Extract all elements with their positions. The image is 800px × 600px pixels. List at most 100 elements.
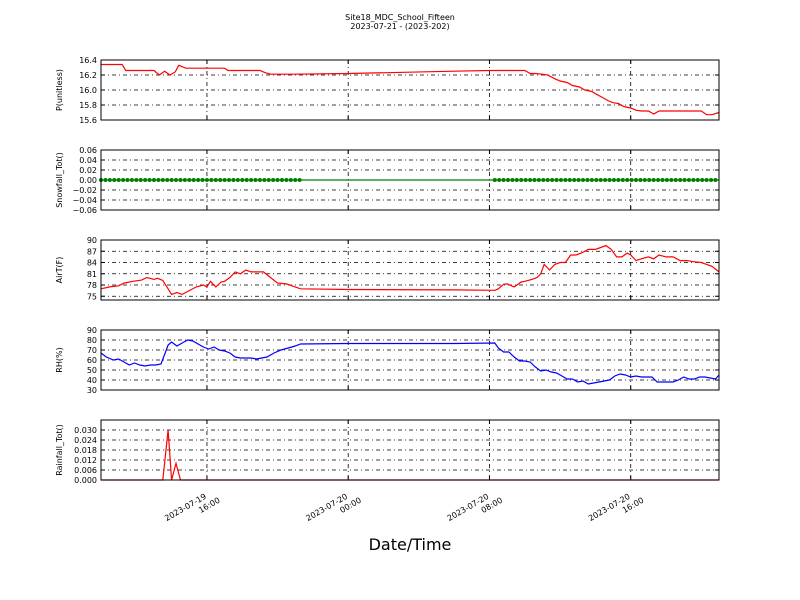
series-point: [514, 178, 519, 182]
series-point: [297, 178, 302, 182]
series-point: [625, 178, 630, 182]
series-point: [611, 178, 616, 182]
series-point: [567, 178, 572, 182]
y-tick-label: 0.000: [74, 476, 97, 485]
series-point: [240, 178, 245, 182]
series-point: [558, 178, 563, 182]
series-point: [519, 178, 524, 182]
series-point: [151, 178, 156, 182]
series-point: [182, 178, 187, 182]
series-point: [638, 178, 643, 182]
y-tick-label: 80: [87, 336, 97, 345]
x-tick-label: 2023-07-2000:00: [304, 487, 362, 532]
chart-title: Site18_MDC_School_Fifteen: [345, 13, 455, 22]
y-tick-label: −0.04: [72, 196, 97, 205]
y-tick-label: 75: [87, 292, 97, 301]
series-point: [121, 178, 126, 182]
series-point: [682, 178, 687, 182]
chart-subtitle: 2023-07-21 - (2023-202): [350, 22, 449, 31]
series-point: [213, 178, 218, 182]
series-point: [244, 178, 249, 182]
series-point: [704, 178, 709, 182]
y-tick-label: 15.6: [79, 116, 97, 125]
series-point: [134, 178, 139, 182]
axes-frame: [100, 149, 720, 211]
series-line: [100, 339, 720, 385]
series-point: [709, 178, 714, 182]
y-tick-label: 16.0: [79, 86, 97, 95]
series-point: [642, 178, 647, 182]
series-point: [271, 178, 276, 182]
y-tick-label: 90: [87, 236, 97, 245]
series-point: [501, 178, 506, 182]
y-tick-label: 84: [87, 259, 97, 268]
series-line: [100, 244, 720, 296]
series-point: [607, 178, 612, 182]
y-tick-label: 16.2: [79, 71, 97, 80]
series-point: [218, 178, 223, 182]
series-point: [235, 178, 240, 182]
y-axis-label: P(unitless): [55, 69, 64, 111]
y-tick-label: −0.02: [72, 186, 97, 195]
series-point: [536, 178, 541, 182]
series-point: [492, 178, 497, 182]
axes-frame: [100, 239, 720, 301]
series-point: [275, 178, 280, 182]
y-tick-label: 0.06: [79, 146, 97, 155]
series-point: [112, 178, 117, 182]
series-point: [563, 178, 568, 182]
series-point: [528, 178, 533, 182]
series-point: [700, 178, 705, 182]
series-point: [116, 178, 121, 182]
series-point: [293, 178, 298, 182]
series-point: [147, 178, 152, 182]
series-point: [178, 178, 183, 182]
series-point: [266, 178, 271, 182]
y-tick-label: 0.00: [79, 176, 97, 185]
panel-0: 15.6 15.8 16.0 16.2 16.4 P(unitless): [55, 56, 720, 125]
y-tick-label: 30: [87, 386, 97, 395]
series-point: [143, 178, 148, 182]
y-tick-label: 0.018: [74, 446, 97, 455]
series-point: [284, 178, 289, 182]
series-point: [713, 178, 718, 182]
y-tick-label: 0.012: [74, 456, 97, 465]
series-point: [505, 178, 510, 182]
y-tick-label: 81: [87, 270, 97, 279]
series-point: [165, 178, 170, 182]
series-point: [209, 178, 214, 182]
series-point: [510, 178, 515, 182]
series-point: [160, 178, 165, 182]
series-point: [678, 178, 683, 182]
series-point: [669, 178, 674, 182]
series-point: [262, 178, 267, 182]
series-point: [174, 178, 179, 182]
y-tick-label: 0.006: [74, 466, 97, 475]
series-point: [686, 178, 691, 182]
series-point: [196, 178, 201, 182]
series-point: [673, 178, 678, 182]
series-point: [257, 178, 262, 182]
series-point: [554, 178, 559, 182]
y-tick-label: 70: [87, 346, 97, 355]
series-point: [200, 178, 205, 182]
series-point: [656, 178, 661, 182]
series-point: [589, 178, 594, 182]
series-point: [598, 178, 603, 182]
x-axis-label: Date/Time: [369, 535, 452, 554]
x-tick-label: 2023-07-1916:00: [163, 487, 221, 532]
y-tick-label: 0.02: [79, 166, 97, 175]
series-point: [572, 178, 577, 182]
y-tick-label: 16.4: [79, 56, 97, 65]
series-point: [629, 178, 634, 182]
series-point: [550, 178, 555, 182]
y-tick-label: 0.030: [74, 426, 97, 435]
series-point: [620, 178, 625, 182]
series-point: [532, 178, 537, 182]
y-axis-label: Rainfall_Tot(): [55, 424, 64, 476]
y-tick-label: 50: [87, 366, 97, 375]
axes-frame: [100, 329, 720, 391]
axes-frame: [100, 59, 720, 121]
series-point: [581, 178, 586, 182]
y-axis-label: AirT(F): [55, 257, 64, 284]
